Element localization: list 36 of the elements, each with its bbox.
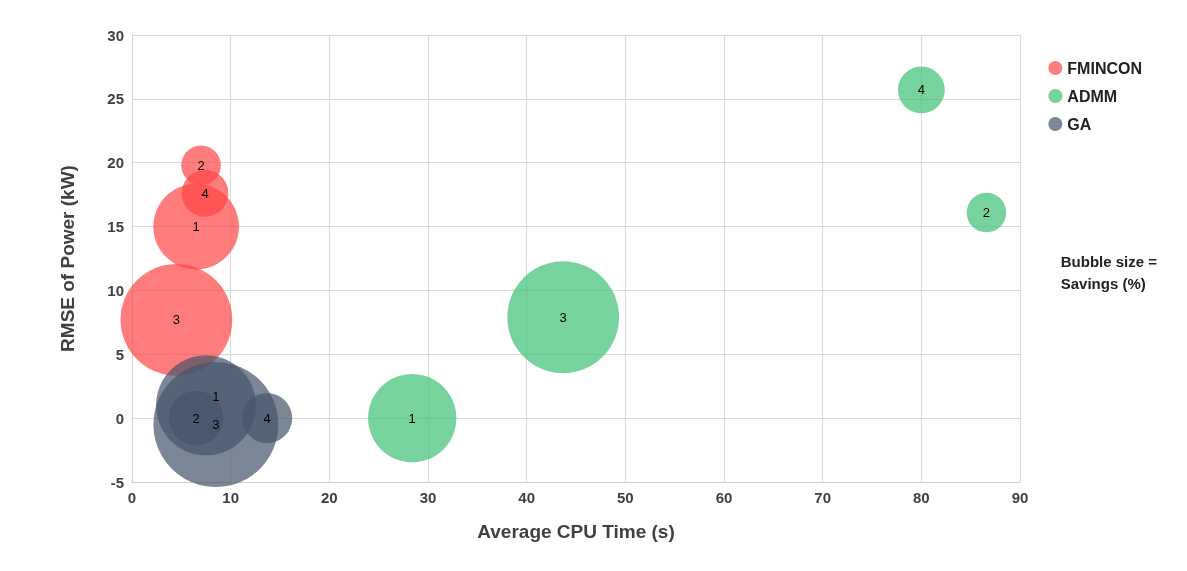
y-tick-label: 15 [107, 218, 124, 236]
x-tick-label: 70 [814, 489, 832, 506]
annotation: 2 [197, 157, 205, 173]
x-tick-label: 60 [715, 489, 733, 506]
x-tick-label: 80 [912, 489, 930, 506]
y-tick-label: -5 [110, 473, 124, 491]
annotation: 4 [263, 410, 271, 426]
x-tick-label: 20 [320, 489, 338, 506]
x-tick-label: 90 [1011, 489, 1029, 506]
annotation: 4 [917, 82, 925, 98]
y-tick-label: 0 [115, 409, 124, 427]
annotation: 4 [201, 185, 209, 201]
y-axis-title: RMSE of Power (kW) [57, 165, 78, 352]
y-tick-label: 5 [115, 345, 124, 363]
annotation: 3 [172, 312, 181, 328]
x-tick-label: 40 [518, 489, 536, 506]
legend-label: GA [1067, 115, 1092, 133]
legend-label: FMINCON [1067, 59, 1142, 77]
y-tick-label: 10 [107, 281, 124, 299]
annotation: 1 [408, 410, 416, 426]
x-axis-title: Average CPU Time (s) [477, 521, 675, 542]
x-tick-label: 50 [616, 489, 634, 506]
x-tick-label: 30 [419, 489, 437, 506]
y-tick-label: 30 [107, 26, 124, 44]
x-tick-label: 0 [127, 489, 137, 506]
annotation: 2 [192, 410, 200, 426]
annotation: 3 [212, 417, 220, 433]
text: Bubble size = Savings (%) [1060, 252, 1158, 292]
legend-label: ADMM [1067, 87, 1118, 105]
annotation: 1 [212, 388, 220, 404]
y-tick-label: 20 [107, 154, 124, 172]
annotation: 3 [559, 309, 567, 325]
annotation: 1 [192, 219, 200, 235]
y-tick-label: 25 [107, 90, 124, 108]
x-tick-label: 10 [222, 489, 240, 506]
annotation: 2 [982, 205, 991, 221]
